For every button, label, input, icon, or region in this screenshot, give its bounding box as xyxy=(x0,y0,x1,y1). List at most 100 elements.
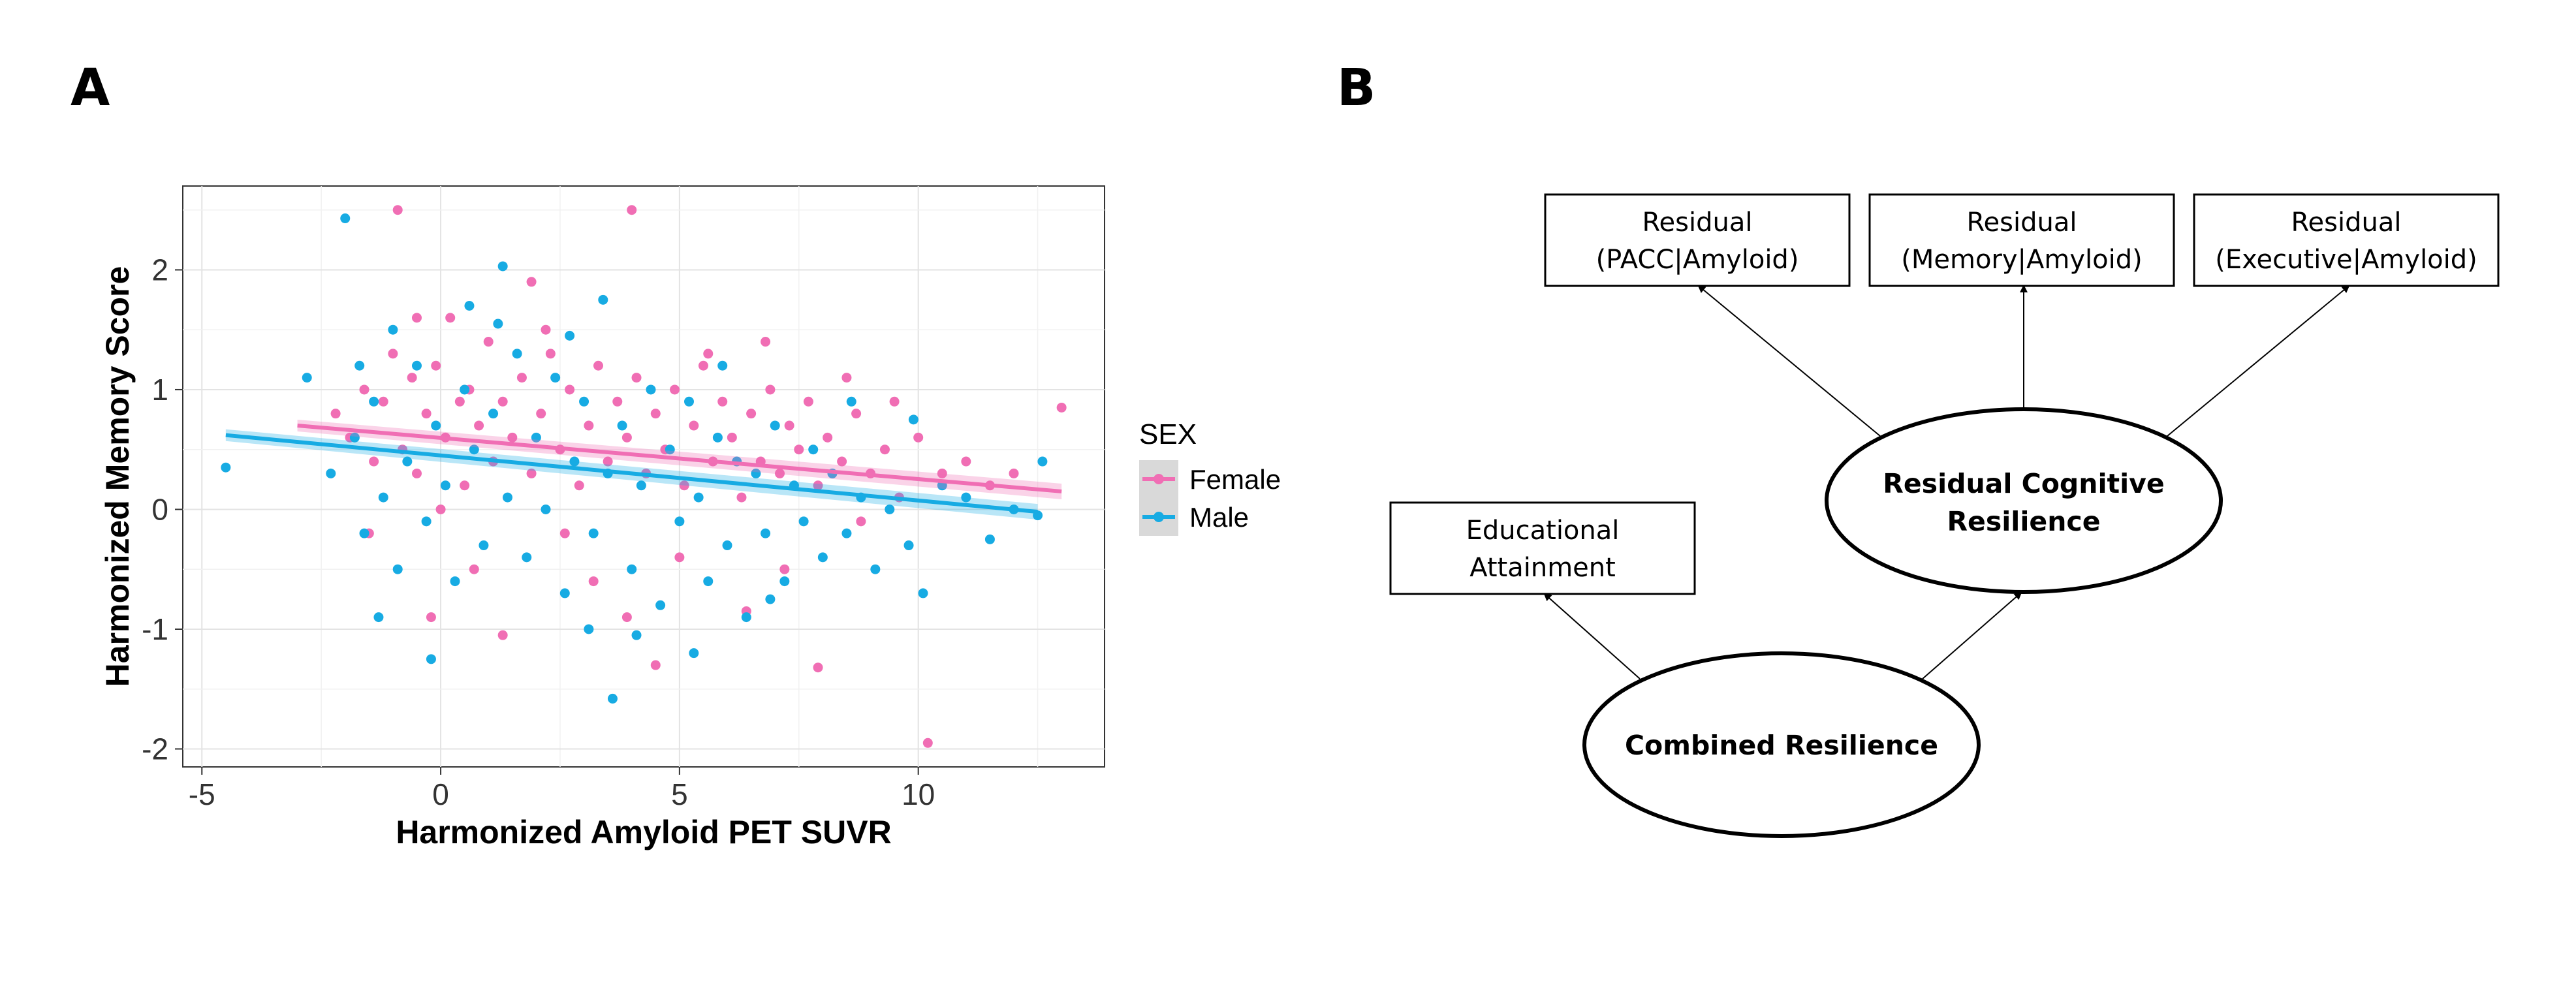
data-point-female xyxy=(823,432,833,443)
data-point-female xyxy=(497,396,508,407)
data-point-female xyxy=(593,360,603,371)
data-point-male xyxy=(421,516,432,527)
data-point-female xyxy=(588,576,599,587)
data-point-male xyxy=(541,504,551,514)
regression-lines xyxy=(225,420,1062,520)
data-point-female xyxy=(631,373,642,383)
data-point-female xyxy=(411,313,422,323)
data-point-female xyxy=(913,432,924,443)
data-point-male xyxy=(717,360,728,371)
data-point-female xyxy=(421,409,432,419)
data-point-male xyxy=(885,504,895,514)
y-axis-title: Harmonized Memory Score xyxy=(99,266,136,687)
data-point-female xyxy=(369,456,379,467)
data-point-male xyxy=(689,648,699,659)
data-point-male xyxy=(302,373,312,383)
y-tick-label: 0 xyxy=(151,492,168,526)
data-point-female xyxy=(841,373,852,383)
data-point-female xyxy=(359,384,369,395)
box-residual-memory-line2: (Memory|Amyloid) xyxy=(1901,245,2142,275)
data-point-female xyxy=(736,492,747,503)
x-tick-label: -5 xyxy=(189,777,215,811)
data-point-female xyxy=(703,349,714,359)
data-point-male xyxy=(369,396,379,407)
data-point-female xyxy=(746,409,757,419)
data-point-female xyxy=(837,456,847,467)
data-point-male xyxy=(531,432,541,443)
data-point-male xyxy=(340,213,351,224)
data-point-male xyxy=(684,396,695,407)
data-point-male xyxy=(431,420,441,431)
data-point-male xyxy=(488,409,499,419)
data-point-male xyxy=(450,576,460,587)
box-educational-attainment xyxy=(1389,501,1696,595)
data-point-male xyxy=(469,444,479,455)
data-point-female xyxy=(650,660,661,670)
data-point-male xyxy=(426,654,436,664)
data-point-female xyxy=(689,420,699,431)
data-point-male xyxy=(846,396,856,407)
data-point-male xyxy=(440,480,450,491)
latent-residual-cognitive-resilience-line2: Resilience xyxy=(1947,506,2100,537)
data-point-male xyxy=(326,468,336,478)
data-point-male xyxy=(388,324,398,335)
data-point-male xyxy=(349,432,360,443)
data-point-female xyxy=(603,456,613,467)
data-point-female xyxy=(392,205,403,215)
latent-combined-resilience xyxy=(1582,651,1981,838)
box-residual-memory xyxy=(1868,193,2175,287)
data-point-female xyxy=(674,552,685,563)
data-point-male xyxy=(779,576,790,587)
data-point-female xyxy=(507,432,518,443)
data-point-female xyxy=(411,468,422,478)
data-point-male xyxy=(693,492,704,503)
data-point-female xyxy=(460,480,470,491)
regression-line-male xyxy=(225,433,1038,514)
data-point-male xyxy=(522,552,532,563)
data-point-male xyxy=(607,693,618,704)
box-residual-executive-line1: Residual xyxy=(2291,208,2402,238)
x-tick-label: 5 xyxy=(671,777,688,811)
arrow-to-executive xyxy=(2167,285,2350,437)
data-point-female xyxy=(851,409,862,419)
data-point-female xyxy=(545,349,556,359)
data-point-male xyxy=(770,420,780,431)
box-residual-pacc-line2: (PACC|Amyloid) xyxy=(1596,245,1799,275)
legend-dot-female xyxy=(1154,474,1164,484)
data-point-male xyxy=(569,456,580,467)
data-point-female xyxy=(454,396,465,407)
data-point-male xyxy=(460,384,470,395)
data-point-male xyxy=(598,294,608,305)
y-tick-label: 2 xyxy=(151,253,168,287)
data-point-female xyxy=(621,432,632,443)
data-point-male xyxy=(636,480,646,491)
data-point-male xyxy=(751,468,761,478)
y-tick-label: -1 xyxy=(142,612,168,646)
data-point-female xyxy=(803,396,813,407)
data-point-male xyxy=(550,373,561,383)
data-point-female xyxy=(856,516,866,527)
data-point-male xyxy=(918,588,928,599)
arrow-to-pacc xyxy=(1697,285,1881,437)
axis-ticks: -5 0 5 10 -2 -1 0 1 2 xyxy=(142,253,935,811)
box-residual-memory-line1: Residual xyxy=(1967,208,2077,238)
box-educational-attainment-line1: Educational xyxy=(1466,516,1620,546)
data-point-female xyxy=(483,337,494,347)
data-point-female xyxy=(813,662,823,673)
data-point-male xyxy=(497,261,508,272)
data-point-female xyxy=(670,384,680,395)
data-point-female xyxy=(727,432,737,443)
x-tick-label: 0 xyxy=(432,777,449,811)
data-point-female xyxy=(784,420,794,431)
data-point-female xyxy=(813,480,823,491)
x-axis-title: Harmonized Amyloid PET SUVR xyxy=(396,814,891,850)
data-point-female xyxy=(650,409,661,419)
box-residual-pacc xyxy=(1544,193,1851,287)
data-point-female xyxy=(922,738,933,748)
data-point-male xyxy=(479,540,489,551)
data-point-female xyxy=(474,420,484,431)
regression-line-female xyxy=(297,424,1062,493)
data-point-male xyxy=(712,432,723,443)
data-point-female xyxy=(497,630,508,640)
data-point-female xyxy=(388,349,398,359)
